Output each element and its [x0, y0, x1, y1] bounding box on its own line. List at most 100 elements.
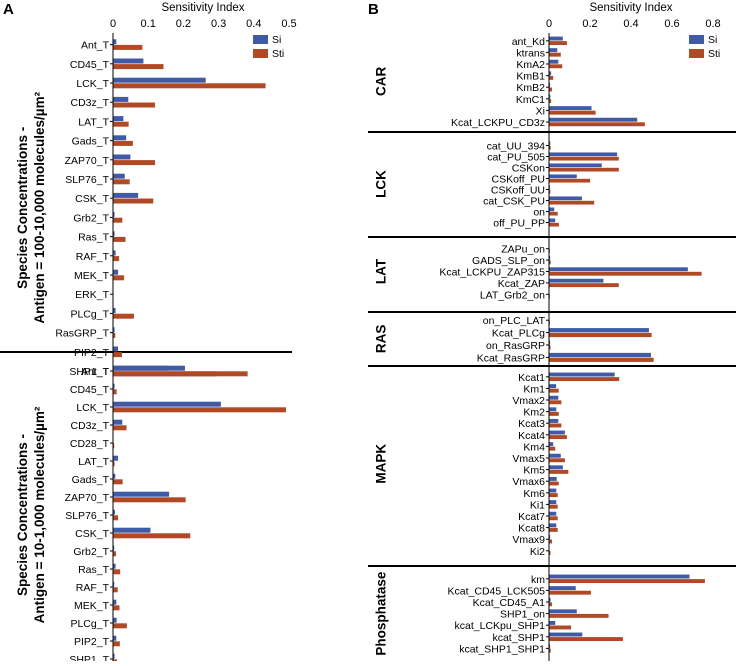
category-label: KmB2: [516, 82, 545, 94]
bar-si: [114, 251, 116, 256]
group-label: RAS: [374, 325, 389, 354]
category-label: off_PU_PP: [493, 218, 545, 230]
bar-sti: [114, 160, 156, 165]
x-tick-label: 0.8: [705, 18, 720, 30]
bar-si: [550, 37, 563, 41]
bar-sti: [550, 435, 567, 439]
category-label: Vmax6: [512, 476, 545, 488]
category-label: ZAP70_T: [65, 492, 110, 504]
bar-sti: [550, 88, 552, 92]
category-label: Km2: [523, 407, 545, 419]
legend-label: Si: [272, 34, 281, 46]
bar-sti: [550, 412, 559, 416]
category-label: LAT_T: [78, 456, 109, 468]
bar-sti: [550, 470, 569, 474]
category-label: PLCg_T: [70, 308, 109, 320]
bar-si: [114, 308, 116, 313]
bar-si: [550, 328, 649, 332]
bar-si: [114, 528, 151, 533]
bar-si: [550, 465, 563, 469]
bar-sti: [114, 352, 122, 357]
bar-sti: [114, 641, 120, 646]
category-label: KmA2: [516, 59, 545, 71]
bar-si: [114, 78, 206, 83]
bar-si: [550, 477, 557, 481]
x-tick-label: 0.4: [246, 18, 261, 30]
bar-si: [550, 48, 558, 52]
bar-sti: [550, 168, 619, 172]
bar-si: [550, 396, 559, 400]
category-label: SLP76_T: [65, 174, 109, 186]
bar-si: [550, 256, 551, 260]
category-label: PIP2_T: [74, 636, 110, 648]
bar-sti: [114, 623, 127, 628]
bar-si: [114, 636, 117, 641]
category-label: LAT_Grb2_on: [480, 289, 545, 301]
group-label: Phosphatase: [374, 571, 389, 656]
bar-si: [550, 500, 557, 504]
group-label: Species Concentrations -: [15, 127, 30, 289]
bar-si: [550, 523, 557, 527]
bar-sti: [114, 199, 154, 204]
bar-si: [550, 535, 551, 539]
category-label: Vmax5: [512, 453, 545, 465]
group-label: Antigen = 10-1,000 molecules/µm²: [32, 406, 47, 623]
bar-sti: [550, 212, 558, 216]
category-label: RasGRP_T: [55, 328, 109, 340]
bar-sti: [550, 540, 552, 544]
bar-sti: [114, 179, 130, 184]
bar-si: [114, 155, 131, 160]
bar-si: [550, 71, 552, 75]
bar-sti: [114, 425, 127, 430]
bar-si: [114, 510, 115, 515]
bar-sti: [114, 333, 116, 338]
category-label: CD3z_T: [70, 97, 109, 109]
legend-label: Sti: [708, 48, 720, 60]
category-label: Kcat_CD45_A1: [473, 597, 546, 609]
bar-si: [550, 575, 690, 579]
category-label: ERK_T: [75, 289, 109, 301]
bar-si: [114, 618, 117, 623]
x-axis-title: Sensitivity Index: [161, 2, 244, 14]
bar-si: [550, 633, 583, 637]
category-label: kcat_SHP1: [492, 632, 545, 644]
category-label: CSK_T: [75, 193, 109, 205]
category-label: Xi: [536, 105, 545, 117]
x-tick-label: 0.4: [623, 18, 638, 30]
bar-si: [550, 196, 582, 200]
bar-sti: [114, 122, 129, 127]
legend-swatch-si: [689, 35, 704, 44]
bar-sti: [550, 111, 596, 115]
bar-sti: [550, 179, 591, 183]
bar-sti: [114, 587, 118, 592]
bar-sti: [114, 443, 115, 448]
legend-swatch-si: [253, 35, 268, 44]
x-tick-label: 0.2: [582, 18, 597, 30]
category-label: Ras_T: [78, 232, 110, 244]
bar-sti: [550, 649, 551, 653]
category-label: Kcat_ZAP: [498, 278, 545, 290]
bar-si: [114, 270, 119, 275]
category-label: Kcat_CD45_LCK505: [448, 585, 546, 597]
bar-si: [114, 135, 127, 140]
bar-sti: [550, 190, 551, 194]
bar-sti: [550, 201, 595, 205]
bar-si: [114, 600, 117, 605]
bar-sti: [114, 515, 119, 520]
bar-si: [550, 152, 618, 156]
category-label: kcat_LCKpu_SHP1: [455, 620, 546, 632]
x-tick-label: 0.6: [664, 18, 679, 30]
bar-si: [114, 654, 115, 659]
bar-sti: [114, 371, 217, 376]
category-label: MEK_T: [74, 270, 110, 282]
bar-sti: [114, 605, 120, 610]
category-label: Grb2_T: [73, 546, 109, 558]
bar-sti: [550, 637, 623, 641]
bar-si: [114, 474, 116, 479]
bar-si: [550, 419, 559, 423]
panel-letter: B: [368, 1, 379, 18]
bar-si: [550, 340, 551, 344]
bar-sti: [114, 497, 186, 502]
